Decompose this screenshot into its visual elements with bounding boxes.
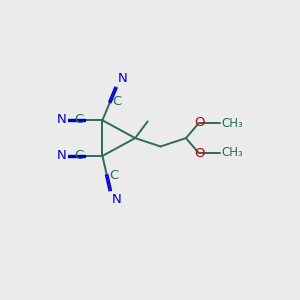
Text: CH₃: CH₃ [221, 146, 243, 159]
Text: CH₃: CH₃ [221, 117, 243, 130]
Text: O: O [194, 147, 205, 160]
Text: C: C [74, 113, 83, 126]
Text: C: C [112, 95, 122, 108]
Text: N: N [57, 149, 67, 162]
Text: N: N [118, 72, 127, 85]
Text: N: N [112, 193, 122, 206]
Text: C: C [74, 149, 83, 162]
Text: C: C [109, 169, 118, 182]
Text: N: N [57, 113, 67, 126]
Text: O: O [194, 116, 205, 129]
